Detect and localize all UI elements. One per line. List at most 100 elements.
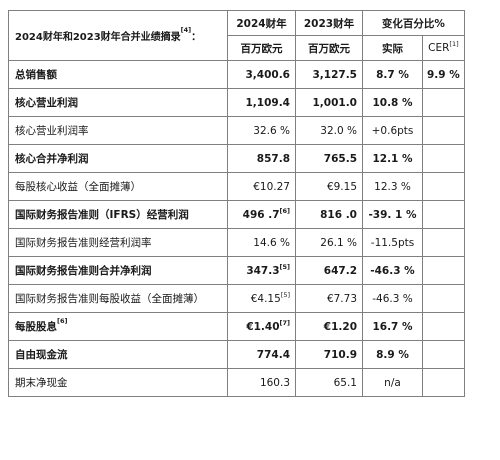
value-2024-footnote: [7]: [279, 318, 290, 327]
row-label-cell: 总销售额: [8, 60, 228, 89]
value-2023: 765.5: [323, 152, 357, 165]
value-2024: 774.4: [256, 348, 290, 361]
change-actual: n/a: [384, 376, 401, 389]
change-actual: +0.6pts: [371, 124, 414, 137]
row-label: 期末净现金: [15, 377, 68, 389]
value-2024-cell: 160.3: [227, 368, 296, 397]
value-2024-footnote: [5]: [280, 290, 290, 299]
value-2024-cell: 774.4: [227, 340, 296, 369]
value-2024: 32.6 %: [253, 124, 290, 137]
value-2023-cell: 710.9: [295, 340, 363, 369]
unit-header-2024: 百万欧元: [227, 35, 296, 61]
value-2023: 710.9: [323, 348, 357, 361]
value-2024-cell: 1,109.4: [227, 88, 296, 117]
value-2023-cell: €9.15: [295, 172, 363, 201]
change-actual: -46.3 %: [372, 292, 413, 305]
table-title-suffix: ：: [191, 32, 202, 43]
value-2023-cell: 26.1 %: [295, 228, 363, 257]
value-2023: 816 .0: [320, 208, 357, 221]
value-2024: 857.8: [256, 152, 290, 165]
value-2024-cell: 32.6 %: [227, 116, 296, 145]
change-cer-cell: [422, 312, 465, 341]
change-cer-cell: [422, 228, 465, 257]
change-actual-cell: 12.3 %: [362, 172, 423, 201]
change-actual-cell: 16.7 %: [362, 312, 423, 341]
value-2024: 347.3: [246, 264, 280, 277]
table-row: 核心营业利润率 32.6 % 32.0 % +0.6pts: [8, 116, 465, 145]
row-label: 国际财务报告准则合并净利润: [15, 265, 152, 277]
table-title-cell: 2024财年和2023财年合并业绩摘录[4]：: [8, 10, 228, 61]
table-row: 国际财务报告准则（IFRS）经营利润 496 .7[6] 816 .0 -39. 1 …: [8, 200, 465, 229]
value-2023: €1.20: [323, 320, 357, 333]
change-actual: 8.7 %: [376, 68, 409, 81]
value-2023: 65.1: [333, 376, 357, 389]
row-label-cell: 核心营业利润率: [8, 116, 228, 145]
change-actual-cell: -39. 1 %: [362, 200, 423, 229]
change-actual-cell: -46.3 %: [362, 256, 423, 285]
unit-header-cer: CER[1]: [422, 35, 465, 61]
change-actual: 12.3 %: [374, 180, 411, 193]
value-2023-cell: 3,127.5: [295, 60, 363, 89]
unit-header-cer-label: CER: [428, 42, 450, 54]
table-row: 国际财务报告准则合并净利润 347.3[5] 647.2 -46.3 %: [8, 256, 465, 285]
change-actual-cell: 10.8 %: [362, 88, 423, 117]
value-2023-cell: 647.2: [295, 256, 363, 285]
row-label-cell: 期末净现金: [8, 368, 228, 397]
row-label-cell: 国际财务报告准则合并净利润: [8, 256, 228, 285]
row-label: 国际财务报告准则经营利润率: [15, 237, 152, 249]
value-2024: 14.6 %: [253, 236, 290, 249]
row-label: 核心合并净利润: [15, 153, 89, 165]
change-actual-cell: 8.7 %: [362, 60, 423, 89]
value-2024: 496 .7: [242, 208, 280, 221]
results-table-body: 2024财年和2023财年合并业绩摘录[4]： 2024财年 2023财年 变化…: [8, 10, 465, 397]
value-2023: 647.2: [323, 264, 357, 277]
change-cer-cell: [422, 172, 465, 201]
results-table: 2024财年和2023财年合并业绩摘录[4]： 2024财年 2023财年 变化…: [8, 10, 465, 397]
value-2024-cell: 14.6 %: [227, 228, 296, 257]
table-row: 核心合并净利润 857.8 765.5 12.1 %: [8, 144, 465, 173]
table-row: 自由现金流 774.4 710.9 8.9 %: [8, 340, 465, 369]
value-2024: €10.27: [253, 180, 290, 193]
value-2023: 26.1 %: [320, 236, 357, 249]
row-label-cell: 国际财务报告准则（IFRS）经营利润: [8, 200, 228, 229]
table-row: 国际财务报告准则经营利润率 14.6 % 26.1 % -11.5pts: [8, 228, 465, 257]
change-actual: -39. 1 %: [368, 208, 417, 221]
unit-header-actual: 实际: [362, 35, 423, 61]
change-actual: 16.7 %: [372, 320, 413, 333]
row-label-cell: 核心营业利润: [8, 88, 228, 117]
row-label: 核心营业利润率: [15, 125, 89, 137]
value-2023: 32.0 %: [320, 124, 357, 137]
value-2023-cell: 816 .0: [295, 200, 363, 229]
row-label-cell: 国际财务报告准则经营利润率: [8, 228, 228, 257]
table-row: 总销售额 3,400.6 3,127.5 8.7 % 9.9 %: [8, 60, 465, 89]
value-2024-cell: €10.27: [227, 172, 296, 201]
row-label: 核心营业利润: [15, 97, 78, 109]
change-actual-cell: 8.9 %: [362, 340, 423, 369]
row-label: 国际财务报告准则（IFRS）经营利润: [15, 209, 189, 221]
table-row: 期末净现金 160.3 65.1 n/a: [8, 368, 465, 397]
table-row: 国际财务报告准则每股收益（全面摊薄） €4.15[5] €7.73 -46.3 %: [8, 284, 465, 313]
value-2024: €1.40: [246, 320, 280, 333]
value-2023-cell: 765.5: [295, 144, 363, 173]
change-cer-cell: [422, 284, 465, 313]
value-2024-cell: 3,400.6: [227, 60, 296, 89]
change-actual: -11.5pts: [370, 236, 415, 249]
row-label-cell: 自由现金流: [8, 340, 228, 369]
change-actual-cell: +0.6pts: [362, 116, 423, 145]
value-2023: 1,001.0: [312, 96, 357, 109]
value-2023-cell: 1,001.0: [295, 88, 363, 117]
row-label-cell: 每股股息[6]: [8, 312, 228, 341]
change-actual: 12.1 %: [372, 152, 413, 165]
value-2023: €9.15: [326, 180, 357, 193]
row-label: 每股核心收益（全面摊薄）: [15, 181, 141, 193]
value-2023: €7.73: [326, 292, 357, 305]
table-row: 每股股息[6] €1.40[7] €1.20 16.7 %: [8, 312, 465, 341]
header-row-units: 百万欧元 百万欧元 实际 CER[1]: [9, 35, 465, 61]
change-actual-cell: -46.3 %: [362, 284, 423, 313]
change-cer-cell: [422, 368, 465, 397]
value-2024: 160.3: [259, 376, 290, 389]
value-2024-cell: 496 .7[6]: [227, 200, 296, 229]
change-actual: 10.8 %: [372, 96, 413, 109]
value-2023-cell: 65.1: [295, 368, 363, 397]
value-2024-cell: 347.3[5]: [227, 256, 296, 285]
